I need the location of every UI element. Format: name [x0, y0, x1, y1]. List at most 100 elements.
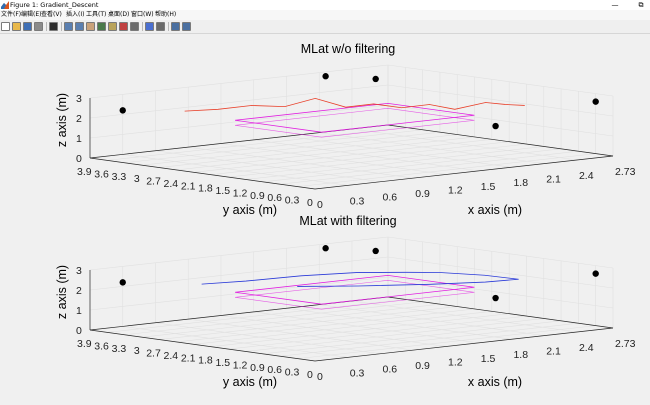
grid-line [155, 322, 381, 355]
figure-area: MLat w/o filtering 0 1 2 3 3.9 3.6 3.3 3 2.7 2.4 2.… [0, 34, 650, 401]
grid-line [124, 301, 423, 336]
x-tick-label: 0.3 [350, 195, 365, 207]
minimize-button[interactable]: — [611, 1, 619, 9]
grid-line [253, 139, 479, 172]
z-tick-label: 1 [76, 305, 82, 317]
x-tick-label: 1.2 [448, 184, 463, 196]
show-plot-tools-icon[interactable] [182, 22, 191, 31]
grid-line [319, 132, 545, 164]
edit-plot-arrow-icon[interactable] [49, 22, 58, 31]
y-tick-label: 3 [134, 173, 140, 185]
y-tick-label: 3.3 [112, 343, 127, 355]
x-tick-label: 0.9 [415, 188, 430, 200]
save-icon[interactable] [23, 22, 32, 31]
grid-line [122, 154, 348, 186]
link-icon[interactable] [130, 22, 139, 31]
grid-line [387, 256, 614, 289]
grid-line [228, 143, 527, 178]
window-title: Figure 1: Gradient_Descent [10, 1, 99, 9]
grid-line [124, 129, 423, 164]
matlab-app-icon [1, 1, 9, 9]
x-tick-label: 0 [317, 199, 323, 211]
z-tick-label: 3 [76, 265, 82, 277]
ground-truth-path-lower [234, 108, 475, 138]
grid-lines [89, 236, 614, 362]
grid-line [245, 146, 544, 180]
open-file-icon[interactable] [12, 22, 21, 31]
x-tick-label: 0.6 [382, 192, 397, 204]
ground-truth-path [234, 102, 475, 133]
anchor-point [492, 294, 499, 302]
x-tick-label: 0.6 [382, 364, 397, 376]
zoom-out-icon[interactable] [75, 22, 84, 31]
toolbar-separator [168, 22, 169, 31]
grid-lines [89, 64, 614, 190]
grid-line [89, 236, 389, 271]
rotate-3d-icon[interactable] [97, 22, 106, 31]
grid-line [220, 143, 447, 175]
x-tick-label: 2.1 [546, 346, 561, 358]
y-tick-label: 2.7 [146, 348, 161, 360]
axis-line [387, 124, 614, 157]
pan-hand-icon[interactable] [86, 22, 95, 31]
y-tick-label: 0 [307, 369, 313, 381]
y-tick-label: 2.4 [164, 350, 179, 362]
x-tick-label: 1.8 [513, 177, 528, 189]
grid-line [280, 150, 579, 185]
grid-line [387, 104, 614, 137]
y-tick-label: 0.3 [285, 195, 300, 207]
grid-line [297, 153, 596, 187]
menu-edit[interactable]: 编辑(E) [21, 11, 42, 18]
y-tick-label: 2.4 [164, 178, 179, 190]
new-figure-icon[interactable] [1, 22, 10, 31]
menu-view[interactable]: 查看(V) [41, 11, 62, 18]
y-tick-label: 0.3 [285, 367, 300, 379]
axis-line [314, 327, 614, 362]
y-tick-label: 0.6 [267, 364, 282, 376]
menu-file[interactable]: 文件(F) [1, 11, 22, 18]
grid-line [193, 139, 492, 173]
menu-window[interactable]: 窗口(W) [131, 11, 154, 18]
grid-line [188, 318, 414, 351]
grid-line [107, 127, 406, 161]
menu-insert[interactable]: 插入(I) [66, 11, 85, 18]
x-tick-label: 2.4 [579, 342, 594, 354]
grid-line [107, 299, 406, 333]
data-cursor-icon[interactable] [108, 22, 117, 31]
y-tick-label: 2.1 [181, 180, 196, 192]
y-tick-label: 2.1 [181, 352, 196, 364]
grid-line [387, 84, 614, 117]
restore-button[interactable]: ⧉ [638, 1, 644, 9]
menu-tools[interactable]: 工具(T) [86, 11, 107, 18]
y-tick-label: 1.8 [198, 355, 213, 367]
grid-line [319, 304, 545, 336]
y-tick-label: 0.9 [250, 362, 265, 374]
x-tick-label: 2.73 [615, 166, 636, 178]
insert-legend-icon[interactable] [156, 22, 165, 31]
grid-line [89, 276, 389, 311]
grid-line [245, 318, 544, 352]
insert-colorbar-icon[interactable] [145, 22, 154, 31]
window-titlebar: Figure 1: Gradient_Descent — ⧉ [0, 0, 650, 10]
figure-toolbar [0, 20, 650, 34]
x-tick-label: 2.73 [615, 338, 636, 350]
y-tick-label: 3.9 [77, 338, 92, 350]
grid-line [387, 276, 614, 309]
hide-plot-tools-icon[interactable] [171, 22, 180, 31]
x-tick-label: 1.5 [481, 181, 496, 193]
estimated-path [201, 271, 519, 287]
print-icon[interactable] [34, 22, 43, 31]
grid-line [89, 104, 389, 139]
y-tick-label: 1.8 [198, 183, 213, 195]
anchor-point [119, 107, 126, 114]
y-tick-label: 0.9 [250, 190, 265, 202]
brush-icon[interactable] [119, 22, 128, 31]
grid-line [89, 84, 389, 119]
zoom-in-icon[interactable] [64, 22, 73, 31]
menu-desktop[interactable]: 桌面(D) [108, 11, 130, 18]
x-tick-label: 1.8 [513, 349, 528, 361]
anchor-point [372, 247, 379, 255]
menu-help[interactable]: 帮助(H) [155, 11, 177, 18]
